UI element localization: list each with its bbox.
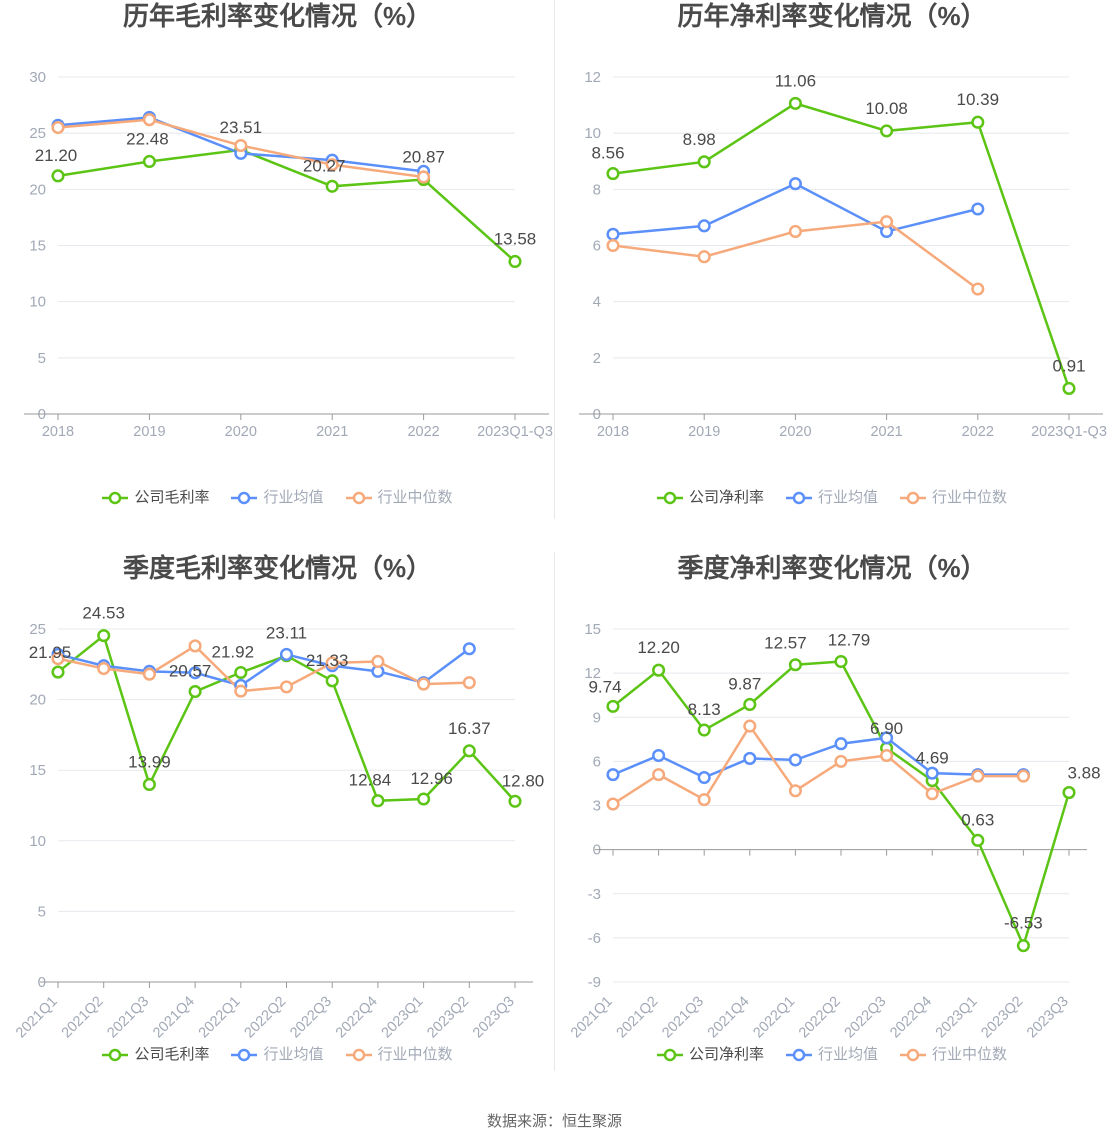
svg-text:23.11: 23.11 <box>266 624 307 643</box>
svg-text:12.80: 12.80 <box>502 771 545 790</box>
svg-text:5: 5 <box>38 350 46 367</box>
svg-text:2022Q3: 2022Q3 <box>842 994 890 1042</box>
svg-text:3.88: 3.88 <box>1067 764 1100 783</box>
svg-text:13.58: 13.58 <box>494 229 537 248</box>
svg-text:25: 25 <box>29 621 46 638</box>
svg-text:2023Q1-Q3: 2023Q1-Q3 <box>1031 424 1107 440</box>
svg-text:9.74: 9.74 <box>588 677 621 696</box>
svg-text:30: 30 <box>29 69 46 86</box>
svg-text:9: 9 <box>593 709 601 726</box>
svg-text:2022Q2: 2022Q2 <box>242 994 290 1042</box>
svg-text:10: 10 <box>29 833 46 850</box>
svg-text:0.91: 0.91 <box>1052 356 1085 375</box>
svg-text:2022Q3: 2022Q3 <box>287 994 335 1042</box>
svg-text:6.90: 6.90 <box>870 719 903 738</box>
svg-text:2023Q1-Q3: 2023Q1-Q3 <box>477 424 553 440</box>
svg-text:-9: -9 <box>588 974 601 991</box>
svg-text:2021Q2: 2021Q2 <box>59 994 107 1042</box>
svg-text:2021Q4: 2021Q4 <box>705 994 753 1042</box>
svg-text:21.95: 21.95 <box>29 643 72 662</box>
svg-text:2022: 2022 <box>962 424 994 440</box>
svg-text:2018: 2018 <box>42 424 74 440</box>
svg-text:6: 6 <box>593 238 601 255</box>
svg-text:0.63: 0.63 <box>961 810 994 829</box>
svg-text:16.37: 16.37 <box>448 719 491 738</box>
svg-text:10.08: 10.08 <box>865 99 908 118</box>
svg-text:20.57: 20.57 <box>169 662 212 681</box>
svg-text:-6: -6 <box>588 930 601 947</box>
svg-text:2019: 2019 <box>133 424 165 440</box>
svg-text:2021Q1: 2021Q1 <box>568 994 616 1042</box>
svg-text:2: 2 <box>593 350 601 367</box>
svg-text:20.27: 20.27 <box>303 156 346 175</box>
svg-text:2023Q3: 2023Q3 <box>470 994 518 1042</box>
svg-text:9.87: 9.87 <box>728 674 761 693</box>
svg-text:24.53: 24.53 <box>82 604 125 623</box>
svg-text:2021Q2: 2021Q2 <box>614 994 662 1042</box>
svg-text:2022Q1: 2022Q1 <box>750 994 798 1042</box>
svg-text:2021Q3: 2021Q3 <box>659 994 707 1042</box>
svg-text:3: 3 <box>593 798 601 815</box>
svg-text:2019: 2019 <box>688 424 720 440</box>
svg-text:2022Q4: 2022Q4 <box>887 994 935 1042</box>
svg-text:历年净利率变化情况（%）: 历年净利率变化情况（%） <box>677 1 986 31</box>
svg-text:季度净利率变化情况（%）: 季度净利率变化情况（%） <box>677 553 986 583</box>
svg-text:10: 10 <box>29 294 46 311</box>
svg-text:10: 10 <box>584 125 601 142</box>
svg-text:2023Q2: 2023Q2 <box>424 994 472 1042</box>
svg-text:5: 5 <box>38 903 46 920</box>
svg-text:2020: 2020 <box>779 424 811 440</box>
svg-text:2022Q4: 2022Q4 <box>333 994 381 1042</box>
svg-text:8.98: 8.98 <box>683 130 716 149</box>
svg-text:12.57: 12.57 <box>764 634 807 653</box>
svg-text:23.51: 23.51 <box>220 118 263 137</box>
svg-text:15: 15 <box>29 762 46 779</box>
svg-text:8.56: 8.56 <box>591 144 624 163</box>
svg-text:2022: 2022 <box>407 424 439 440</box>
svg-text:15: 15 <box>584 621 601 638</box>
svg-text:2021: 2021 <box>316 424 348 440</box>
svg-text:6: 6 <box>593 753 601 770</box>
svg-text:21.92: 21.92 <box>212 642 255 661</box>
svg-text:季度毛利率变化情况（%）: 季度毛利率变化情况（%） <box>123 553 432 583</box>
svg-text:8.13: 8.13 <box>688 700 721 719</box>
svg-text:21.20: 21.20 <box>35 146 78 165</box>
svg-text:12: 12 <box>584 69 601 86</box>
svg-text:12.84: 12.84 <box>349 771 392 790</box>
svg-text:25: 25 <box>29 125 46 142</box>
svg-text:11.06: 11.06 <box>775 71 816 90</box>
svg-text:历年毛利率变化情况（%）: 历年毛利率变化情况（%） <box>123 1 432 31</box>
svg-text:2021: 2021 <box>870 424 902 440</box>
svg-text:12.79: 12.79 <box>828 631 871 650</box>
svg-text:13.99: 13.99 <box>128 752 171 771</box>
svg-text:22.48: 22.48 <box>126 129 169 148</box>
svg-text:20: 20 <box>29 692 46 709</box>
svg-text:2021Q3: 2021Q3 <box>104 994 152 1042</box>
svg-text:12.20: 12.20 <box>637 638 680 657</box>
svg-text:10.39: 10.39 <box>957 90 1000 109</box>
svg-text:2022Q1: 2022Q1 <box>196 994 244 1042</box>
svg-text:12.96: 12.96 <box>410 769 453 788</box>
svg-text:4: 4 <box>593 294 601 311</box>
svg-text:8: 8 <box>593 181 601 198</box>
svg-text:20.87: 20.87 <box>402 148 445 167</box>
svg-text:2020: 2020 <box>225 424 257 440</box>
svg-text:2023Q2: 2023Q2 <box>978 994 1026 1042</box>
svg-text:-6.53: -6.53 <box>1004 914 1043 933</box>
svg-text:2022Q2: 2022Q2 <box>796 994 844 1042</box>
svg-text:2018: 2018 <box>597 424 629 440</box>
svg-text:2023Q3: 2023Q3 <box>1024 994 1072 1042</box>
svg-text:2021Q1: 2021Q1 <box>13 994 61 1042</box>
svg-text:15: 15 <box>29 238 46 255</box>
svg-text:21.33: 21.33 <box>306 651 349 670</box>
svg-text:20: 20 <box>29 181 46 198</box>
svg-text:4.69: 4.69 <box>916 749 949 768</box>
svg-text:2023Q1: 2023Q1 <box>933 994 981 1042</box>
svg-text:2023Q1: 2023Q1 <box>379 994 427 1042</box>
svg-text:2021Q4: 2021Q4 <box>150 994 198 1042</box>
svg-text:-3: -3 <box>588 886 601 903</box>
